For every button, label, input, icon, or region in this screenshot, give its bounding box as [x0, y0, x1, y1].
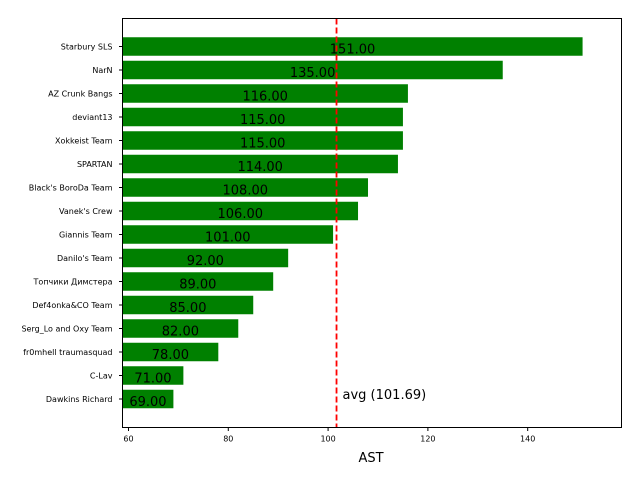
bar — [122, 60, 503, 80]
bar — [122, 107, 403, 127]
y-tick-label: Dawkins Richard — [46, 395, 113, 404]
bar-value-label: 92.00 — [187, 254, 224, 269]
x-tick-label: 60 — [123, 435, 133, 444]
bar — [122, 178, 369, 197]
y-tick-label: Danilo's Team — [57, 254, 113, 263]
y-tick-labels: Starbury SLS NarN AZ Crunk Bangs deviant13 X… — [21, 43, 123, 404]
bar-value-label: 151.00 — [330, 43, 376, 58]
y-tick-label: Xokkeist Team — [55, 137, 113, 146]
x-tick-label: 80 — [223, 435, 233, 444]
bar-value-label: 69.00 — [129, 395, 166, 410]
y-tick-label: Black's BoroDa Team — [29, 184, 113, 193]
x-axis-label: AST — [358, 451, 383, 466]
y-tick-label: Vanek's Crew — [59, 207, 113, 216]
y-tick-label: deviant13 — [72, 113, 112, 122]
bars-layer — [122, 37, 583, 409]
y-tick-label: Serg_Lo and Oxy Team — [21, 325, 112, 334]
bar — [122, 201, 359, 221]
bar-value-label: 108.00 — [223, 184, 269, 199]
y-tick-label: Starbury SLS — [61, 43, 113, 52]
bar — [122, 37, 583, 56]
bar-value-label: 106.00 — [218, 207, 264, 222]
y-tick-label: Def4onka&CO Team — [32, 301, 112, 310]
bar-value-label: 82.00 — [162, 325, 199, 340]
avg-reference: avg (101.69) — [335, 18, 427, 428]
y-tick-label: AZ Crunk Bangs — [48, 90, 112, 99]
bar — [122, 295, 254, 315]
bar-value-label: 71.00 — [134, 372, 171, 387]
x-tick-label: 140 — [520, 435, 535, 444]
bar — [122, 84, 408, 103]
bar — [122, 272, 274, 291]
bar-value-label: 115.00 — [240, 113, 286, 128]
bar — [122, 366, 184, 385]
plot-frame — [122, 18, 622, 428]
y-tick-label: fr0mhell traumasquad — [23, 348, 112, 357]
bar — [122, 389, 174, 409]
bar-value-label: 116.00 — [242, 90, 288, 105]
bar — [122, 319, 239, 338]
bar-value-label: 85.00 — [169, 301, 206, 316]
x-ticks: 60 80 100 120 140 — [123, 427, 535, 444]
bar — [122, 131, 403, 150]
bar-value-label: 114.00 — [237, 160, 283, 175]
y-tick-label: Топчики Димстера — [33, 278, 113, 287]
bar — [122, 342, 219, 362]
x-tick-label: 100 — [320, 435, 335, 444]
avg-line-label: avg (101.69) — [343, 388, 427, 403]
bar-value-label: 89.00 — [179, 278, 216, 293]
bar-value-label: 101.00 — [205, 231, 251, 246]
bar — [122, 154, 398, 174]
y-tick-label: SPARTAN — [77, 160, 113, 169]
bar — [122, 248, 289, 268]
y-tick-label: Giannis Team — [59, 231, 113, 240]
x-tick-label: 120 — [420, 435, 435, 444]
bar-value-label: 115.00 — [240, 137, 286, 152]
bar-value-label: 135.00 — [290, 66, 336, 81]
y-tick-label: C-Lav — [90, 372, 113, 381]
bar — [122, 225, 334, 244]
bar-value-label: 78.00 — [152, 348, 189, 363]
y-tick-label: NarN — [92, 66, 112, 75]
